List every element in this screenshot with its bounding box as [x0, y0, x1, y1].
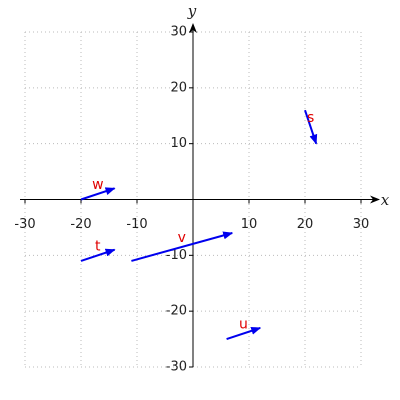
- vector-label: u: [239, 317, 248, 333]
- y-tick-label: 10: [170, 136, 187, 151]
- vector-label: s: [307, 110, 314, 126]
- y-tick-label: 30: [170, 25, 187, 40]
- y-tick-label: -30: [166, 360, 187, 375]
- y-tick-label: -10: [166, 248, 187, 263]
- x-tick-label: 20: [297, 217, 314, 232]
- vector-arrow: [80, 248, 116, 262]
- x-tick-label: -20: [70, 217, 91, 232]
- vector-arrow: [131, 231, 234, 262]
- x-tick-label: 10: [241, 217, 258, 232]
- vector-label: v: [178, 230, 186, 246]
- x-tick-label: -10: [126, 217, 147, 232]
- vector-label: t: [95, 238, 101, 254]
- vector-arrow: [226, 326, 262, 341]
- y-tick-label: -20: [166, 304, 187, 319]
- vector-arrow: [80, 187, 116, 201]
- x-tick-label: -30: [14, 217, 35, 232]
- y-axis-label: y: [187, 2, 197, 20]
- x-axis-label: x: [381, 191, 390, 209]
- y-tick-label: 20: [170, 80, 187, 95]
- vector-label: w: [92, 177, 103, 193]
- x-tick-label: 30: [353, 217, 370, 232]
- vector-arrow: [304, 109, 318, 145]
